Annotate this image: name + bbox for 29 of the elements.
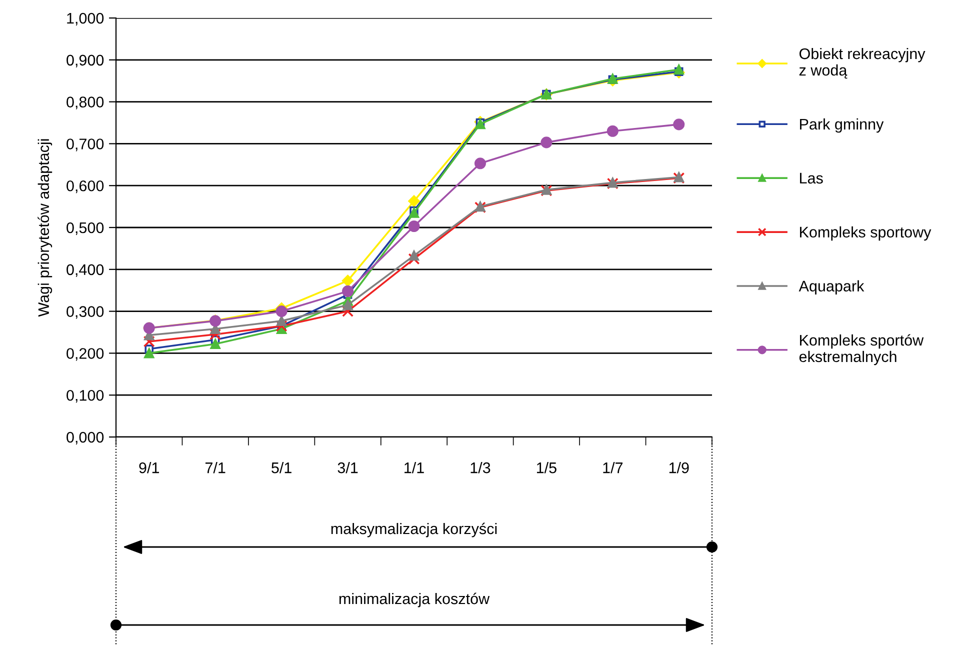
legend-label: Las <box>800 172 823 184</box>
x-tick-label: 7/1 <box>206 462 226 474</box>
legend-label: Kompleks sportowy <box>800 226 932 241</box>
y-tick-label: 0,800 <box>66 96 104 110</box>
y-tick-label: 0,400 <box>66 264 104 277</box>
y-tick-label: 0,900 <box>66 54 104 68</box>
text: maksymalizacja korzyści <box>331 522 497 538</box>
x-tick-label: 1/7 <box>603 462 623 474</box>
x-tick-label: 9/1 <box>139 462 159 474</box>
x-tick-label: 5/1 <box>272 462 292 474</box>
y-tick-label: 0,700 <box>66 138 104 152</box>
legend-label: Obiekt rekreacyjny z wodą <box>799 48 926 79</box>
x-tick-label: 1/5 <box>536 462 556 474</box>
legend-label: Kompleks sportów ekstremalnych <box>799 334 924 366</box>
x-tick-label: 1/1 <box>404 462 424 474</box>
legend-label: Park gminny <box>800 118 884 133</box>
y-tick-label: 0,600 <box>66 180 104 194</box>
x-tick-label: 1/9 <box>669 462 689 474</box>
y-axis-title: Wagi priorytetów adaptacji <box>38 139 52 317</box>
y-tick-label: 1,000 <box>67 12 104 26</box>
legend-label: Aquapark <box>798 280 864 295</box>
text: minimalizacja kosztów <box>339 592 490 608</box>
y-tick-label: 0,300 <box>66 306 104 319</box>
y-tick-label: 0,000 <box>66 432 104 444</box>
y-tick-label: 0,500 <box>66 222 104 235</box>
y-tick-label: 0,100 <box>66 390 104 403</box>
y-tick-label: 0,200 <box>66 348 104 361</box>
x-tick-label: 1/3 <box>470 462 490 474</box>
x-tick-label: 3/1 <box>338 462 358 474</box>
